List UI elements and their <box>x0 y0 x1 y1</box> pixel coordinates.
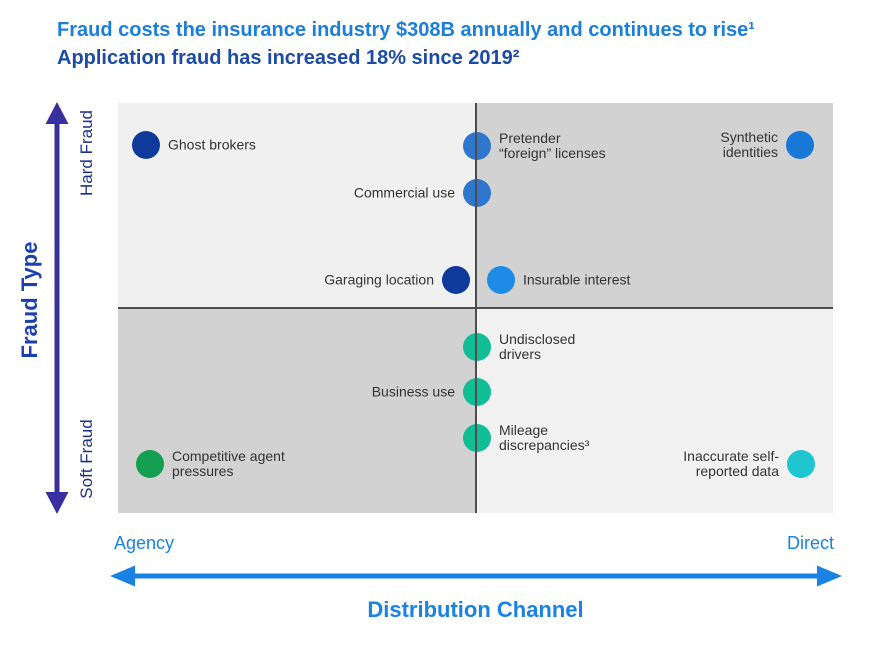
x-axis-right-label: Direct <box>787 533 835 553</box>
point-dot-icon <box>786 131 814 159</box>
title-block: Fraud costs the insurance industry $308B… <box>57 16 755 72</box>
data-point-synthetic-identities: Synthetic identities <box>720 130 814 160</box>
quadrant-soft-agency <box>118 308 476 513</box>
point-label: Mileage discrepancies³ <box>499 422 590 453</box>
quadrant-hard-direct <box>475 103 833 308</box>
data-point-inaccurate-self-reported-data: Inaccurate self-reported data <box>683 449 815 479</box>
horizontal-divider-line <box>118 307 833 309</box>
data-point-insurable-interest: Insurable interest <box>487 266 630 294</box>
data-point-commercial-use: Commercial use <box>354 179 491 207</box>
point-dot-icon <box>787 450 815 478</box>
point-dot-icon <box>487 266 515 294</box>
point-dot-icon <box>463 424 491 452</box>
point-label: Inaccurate self-reported data <box>683 448 779 479</box>
data-point-pretender-foreign-licenses: Pretender “foreign” licenses <box>463 131 606 161</box>
data-point-competitive-agent-pressures: Competitive agent pressures <box>136 449 285 479</box>
data-point-garaging-location: Garaging location <box>324 266 470 294</box>
data-point-business-use: Business use <box>372 378 491 406</box>
point-dot-icon <box>132 131 160 159</box>
title-line-2: Application fraud has increased 18% sinc… <box>57 47 520 69</box>
quadrant-plot <box>118 103 833 513</box>
y-axis-double-arrow-icon <box>45 102 69 514</box>
point-label: Competitive agent pressures <box>172 448 285 479</box>
data-point-ghost-brokers: Ghost brokers <box>132 131 256 159</box>
data-point-undisclosed-drivers: Undisclosed drivers <box>463 332 575 362</box>
point-label: Business use <box>371 383 455 400</box>
point-dot-icon <box>463 179 491 207</box>
x-axis-double-arrow-icon <box>110 565 842 587</box>
quadrant-soft-direct <box>475 308 833 513</box>
point-label: Ghost brokers <box>168 136 256 153</box>
point-dot-icon <box>442 266 470 294</box>
quadrant-hard-agency <box>118 103 476 308</box>
title-line-1: Fraud costs the insurance industry $308B… <box>57 19 755 41</box>
point-dot-icon <box>136 450 164 478</box>
x-axis-left-label: Agency <box>114 533 175 553</box>
point-label: Garaging location <box>324 271 434 288</box>
point-dot-icon <box>463 333 491 361</box>
point-dot-icon <box>463 132 491 160</box>
point-label: Undisclosed drivers <box>499 331 576 362</box>
data-point-mileage-discrepancies: Mileage discrepancies³ <box>463 423 589 453</box>
point-label: Commercial use <box>353 184 455 201</box>
point-label: Synthetic identities <box>720 129 778 160</box>
point-label: Insurable interest <box>523 271 631 288</box>
point-dot-icon <box>463 378 491 406</box>
point-label: Pretender “foreign” licenses <box>499 130 606 161</box>
x-axis-title: Distribution Channel <box>367 597 584 622</box>
